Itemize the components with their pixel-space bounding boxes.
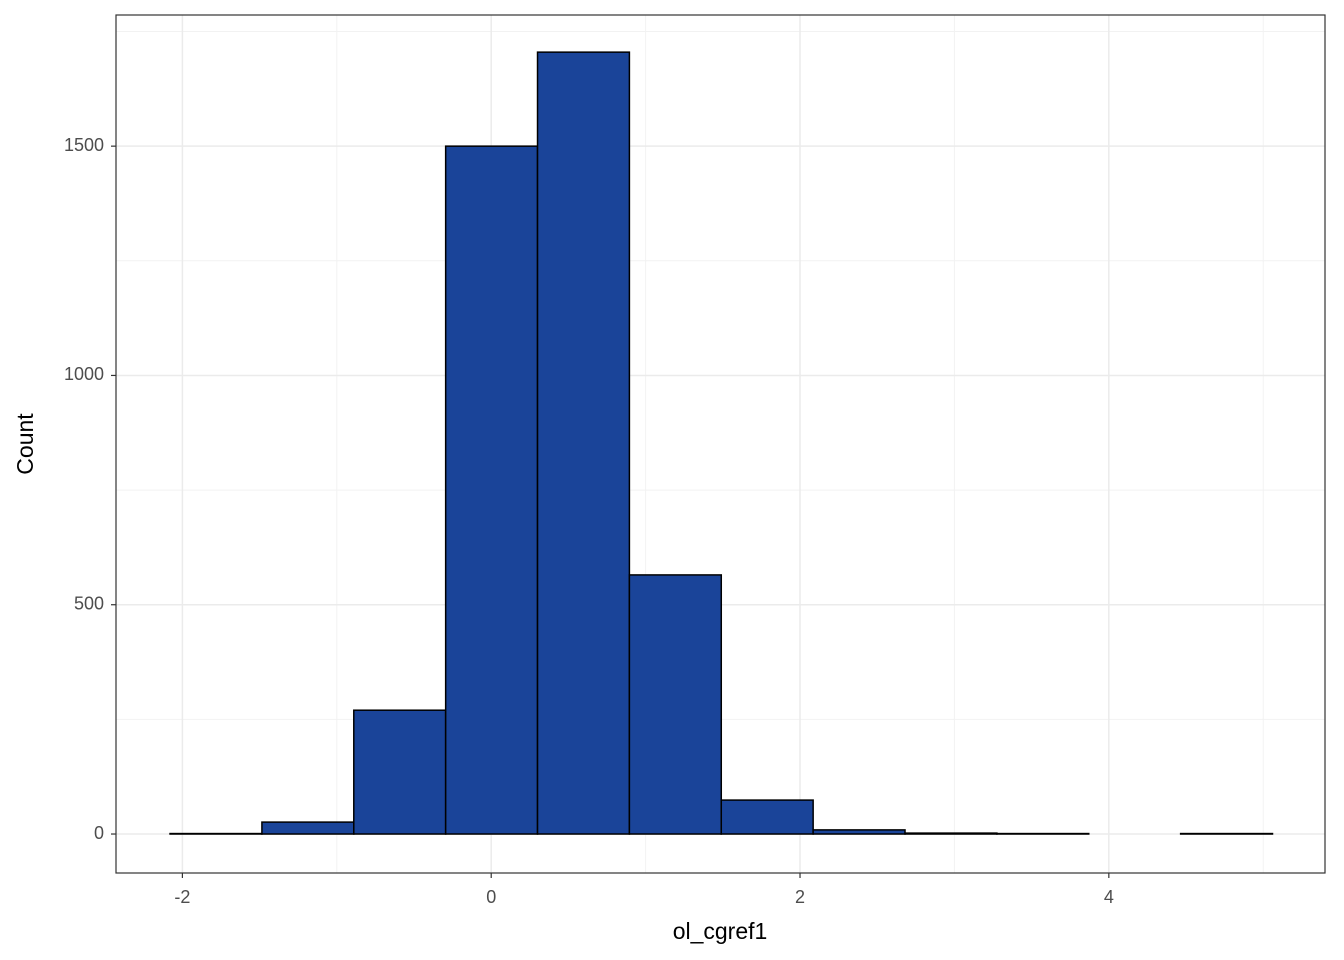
y-tick-label: 0	[94, 823, 104, 843]
y-axis-title: Count	[12, 413, 38, 475]
x-axis-title: ol_cgref1	[673, 918, 768, 944]
y-tick-label: 500	[74, 593, 104, 613]
bar	[628, 574, 723, 835]
bar	[720, 799, 814, 835]
bar	[261, 821, 355, 835]
bar	[904, 832, 998, 835]
bar	[353, 709, 447, 835]
panel-border	[115, 14, 1326, 874]
bar	[812, 829, 906, 835]
x-tick-label: 4	[1104, 887, 1114, 907]
y-tick-label: 1500	[64, 135, 104, 155]
x-tick-label: 2	[795, 887, 805, 907]
x-tick-label: -2	[174, 887, 190, 907]
y-tick-label: 1000	[64, 364, 104, 384]
x-tick-label: 0	[486, 887, 496, 907]
bar	[536, 51, 631, 835]
bars	[169, 51, 1274, 835]
bar	[444, 145, 539, 835]
